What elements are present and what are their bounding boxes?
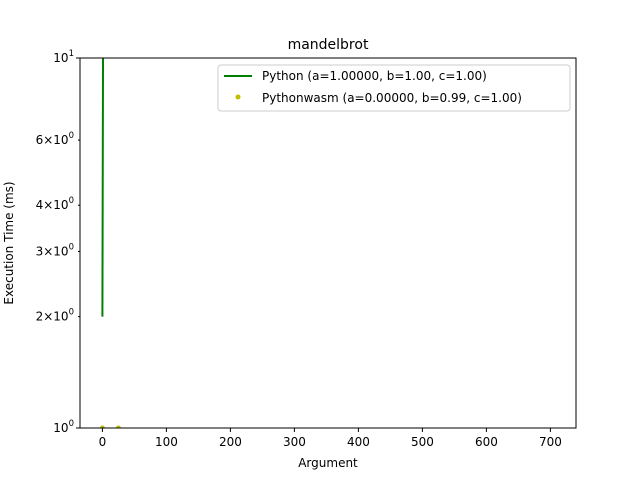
x-tick-label: 600 [475, 435, 498, 449]
x-tick-label: 100 [155, 435, 178, 449]
series-point-1 [115, 425, 121, 428]
y-axis: 100 2×100 3×100 4×100 6×100 101 [36, 49, 80, 435]
legend-label-pythonwasm: Pythonwasm (a=0.00000, b=0.99, c=1.00) [262, 91, 522, 105]
y-tick-label: 4×100 [36, 196, 74, 212]
legend-label-python: Python (a=1.00000, b=1.00, c=1.00) [262, 69, 487, 83]
x-tick-label: 500 [411, 435, 434, 449]
x-tick-label: 0 [99, 435, 107, 449]
y-tick-label: 101 [53, 49, 74, 65]
y-tick-label: 2×100 [36, 308, 74, 324]
y-axis-title: Execution Time (ms) [2, 181, 16, 304]
x-tick-label: 400 [347, 435, 370, 449]
series-layer [99, 58, 121, 428]
chart-title: mandelbrot [288, 37, 369, 53]
x-tick-label: 200 [219, 435, 242, 449]
y-tick-label: 100 [53, 419, 74, 435]
legend-box [217, 64, 571, 112]
series-point-1 [99, 425, 105, 428]
x-tick-label: 700 [539, 435, 562, 449]
x-axis-title: Argument [298, 456, 358, 470]
legend-swatch-pythonwasm [235, 94, 241, 100]
y-tick-label: 6×100 [36, 131, 74, 147]
legend: Python (a=1.00000, b=1.00, c=1.00) Pytho… [217, 64, 571, 112]
plot-frame [79, 57, 577, 429]
x-axis: 0 100 200 300 400 500 600 700 [99, 428, 562, 449]
x-tick-label: 300 [283, 435, 306, 449]
series-line-0 [101, 58, 105, 317]
y-tick-label: 3×100 [36, 242, 74, 258]
